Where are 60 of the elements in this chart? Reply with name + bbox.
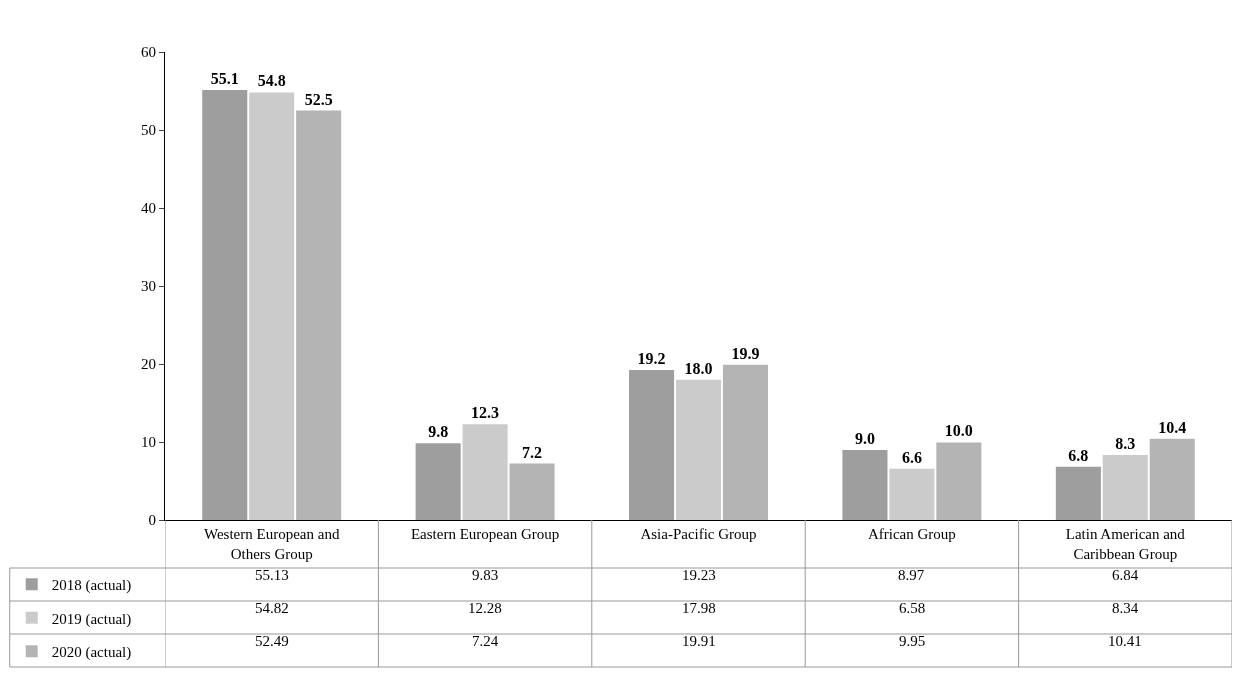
bar [415,443,461,520]
bar [629,370,675,520]
data-label: 9.0 [854,430,875,448]
text: 12.28 [468,600,502,616]
y-tick-label: 0 [148,512,156,529]
data-label: 19.2 [637,350,666,368]
bar [1149,438,1195,520]
data-label: 18.0 [684,359,713,377]
text: 9.95 [899,633,926,649]
x-tick-label: Western European and Others Group [204,526,340,562]
data-label: 8.3 [1115,434,1136,452]
bar [249,92,295,520]
text: 9.83 [472,567,499,583]
data-label: 52.5 [304,90,333,108]
bar [202,89,248,520]
text: 54.82 [255,600,289,616]
y-tick-label: 20 [141,356,156,373]
bar [462,424,508,520]
x-tick-label: African Group [867,526,956,542]
text: 8.97 [898,567,925,583]
text: 8.34 [1112,600,1139,616]
y-tick-label: 40 [141,200,156,217]
data-label: 7.2 [522,443,543,461]
data-label: 6.6 [901,448,922,466]
bar [675,379,722,520]
bar [936,442,982,520]
text: 19.23 [682,567,716,583]
y-tick-label: 10 [141,434,156,451]
legend-label: 2019 (actual) [51,610,132,628]
text: 52.49 [255,633,289,649]
text: 6.58 [899,600,926,616]
x-tick-label: Latin American and Caribbean Group [1065,526,1186,562]
bar [722,364,768,520]
data-label: 6.8 [1068,446,1089,464]
y-tick-label: 50 [141,122,156,139]
text: 7.24 [472,633,499,649]
y-tick-label: 30 [141,278,156,295]
text: 17.98 [682,600,716,616]
bar [509,463,555,520]
x-tick-label: Asia-Pacific Group [640,526,757,542]
bar [842,450,888,520]
x-tick-label: Eastern European Group [410,526,560,542]
text: 19.91 [682,633,716,649]
bar [1055,466,1101,520]
bar [1102,454,1148,520]
data-label: 19.9 [731,344,760,362]
data-label: 55.1 [210,69,239,87]
data-label: 12.3 [471,404,500,422]
legend-label: 2020 (actual) [51,644,132,662]
text: 10.41 [1108,633,1142,649]
bar [296,110,342,520]
data-label: 54.8 [257,72,286,90]
legend-label: 2018 (actual) [51,577,132,595]
data-label: 10.0 [944,422,973,440]
data-label: 10.4 [1158,418,1187,436]
text: 6.84 [1112,567,1139,583]
y-tick-label: 60 [141,44,156,61]
data-label: 9.8 [428,423,449,441]
bar [889,468,935,520]
text: 55.13 [255,567,289,583]
